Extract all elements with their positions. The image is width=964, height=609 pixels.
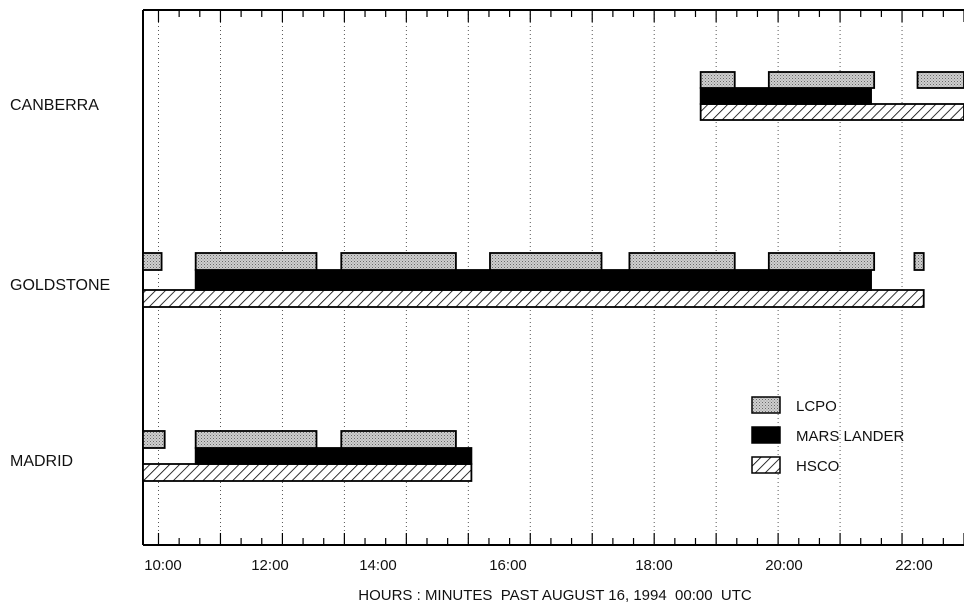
bar-lcpo-goldstone-6 [913,252,925,271]
legend-label-mars-lander: MARS LANDER [796,428,905,445]
category-label-canberra: CANBERRA [10,97,99,114]
x-tick-label-22: 22:00 [895,557,933,574]
bar-lcpo-madrid-2 [340,430,457,449]
bar-mars-goldstone-0 [194,269,872,291]
category-label-madrid: MADRID [10,453,73,470]
bar-lcpo-goldstone-0 [142,252,163,271]
x-tick-label-14: 14:00 [359,557,397,574]
legend-label-hsco: HSCO [796,458,839,475]
bar-lcpo-goldstone-2 [340,252,457,271]
bar-hsco-canberra-0 [699,103,964,121]
bar-lcpo-goldstone-5 [767,252,876,271]
bar-mars-canberra-0 [699,87,872,105]
x-tick-label-10: 10:00 [144,557,182,574]
tick-marks [157,10,964,545]
bar-lcpo-madrid-1 [194,430,318,449]
bar-lcpo-goldstone-3 [489,252,603,271]
bar-hsco-goldstone-0 [142,289,925,308]
x-tick-label-12: 12:00 [251,557,289,574]
bar-lcpo-canberra-0 [699,71,736,89]
x-tick-label-18: 18:00 [635,557,673,574]
bar-lcpo-goldstone-1 [194,252,318,271]
axes [142,9,964,546]
bar-mars-madrid-0 [194,447,473,465]
bar-lcpo-canberra-1 [767,71,876,89]
legend-label-lcpo: LCPO [796,398,837,415]
bar-lcpo-canberra-2 [916,71,964,89]
bar-lcpo-madrid-0 [142,430,166,449]
x-tick-label-16: 16:00 [489,557,527,574]
bar-lcpo-goldstone-4 [628,252,736,271]
legend-swatch-lcpo [751,396,781,414]
x-axis-title: HOURS : MINUTES PAST AUGUST 16, 1994 00:… [358,587,752,604]
category-label-goldstone: GOLDSTONE [10,277,110,294]
bar-hsco-madrid-0 [142,463,473,482]
legend: LCPO MARS LANDER HSCO [751,396,905,475]
legend-swatch-mars-lander [751,426,781,444]
x-tick-label-20: 20:00 [765,557,803,574]
legend-swatch-hsco [751,456,781,474]
bars-layer [142,71,964,482]
